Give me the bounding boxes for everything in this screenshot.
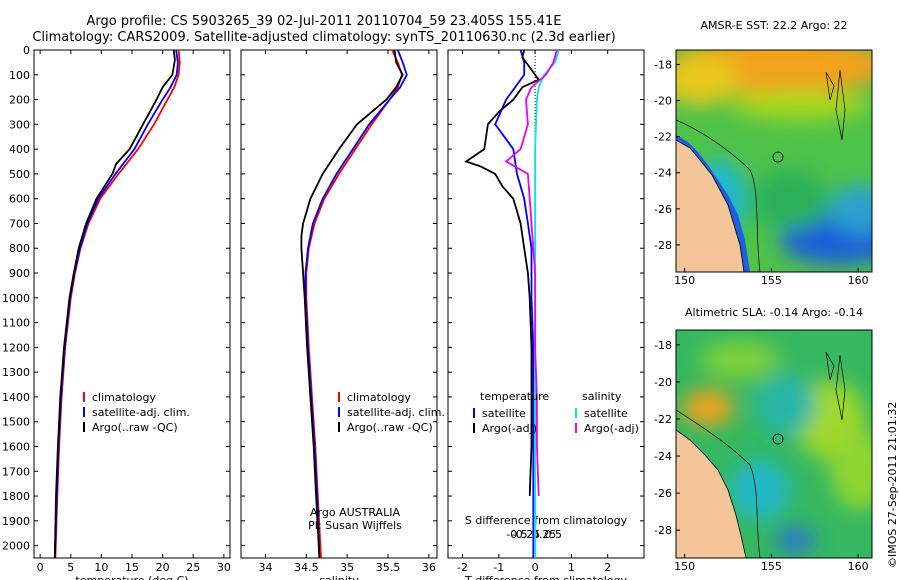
- s-diff-tick-label: 0.5: [545, 528, 563, 541]
- map-y-tick-label: -18: [654, 58, 672, 71]
- y-tick-label: 700: [9, 217, 30, 230]
- x-tick-label: 25: [186, 561, 200, 574]
- y-tick-label: 100: [9, 69, 30, 82]
- sla-map: [676, 330, 872, 558]
- map-x-tick-label: 160: [848, 274, 869, 287]
- map-x-tick-label: 160: [848, 560, 869, 573]
- map-y-tick-label: -20: [654, 95, 672, 108]
- map-x-tick-label: 150: [674, 560, 695, 573]
- x-tick-label: 15: [125, 561, 139, 574]
- map-x-tick-label: 150: [674, 274, 695, 287]
- salinity-panel-frame: [240, 49, 438, 559]
- legend-label: satellite: [584, 407, 628, 420]
- s-diff-axis-label: S difference from climatology: [465, 514, 628, 527]
- legend-label: satellite: [482, 407, 526, 420]
- map-y-tick-label: -22: [654, 131, 672, 144]
- series-line-argo-adj-: [464, 49, 541, 497]
- difference-panel-frame: [447, 49, 645, 559]
- x-axis-label: temperature (deg C): [75, 574, 188, 580]
- y-tick-label: 1000: [2, 292, 30, 305]
- map-x-tick-label: 155: [761, 560, 782, 573]
- map-y-tick-label: -26: [654, 203, 672, 216]
- map-y-tick-label: -22: [654, 413, 672, 426]
- map-y-tick-label: -28: [654, 239, 672, 252]
- x-axis-label: T difference from climatology: [464, 574, 627, 580]
- y-tick-label: 300: [9, 118, 30, 131]
- sla-map-frame: [675, 329, 873, 559]
- x-tick-label: 10: [94, 561, 108, 574]
- legend-title-temperature: temperature: [480, 390, 549, 403]
- temperature-panel-frame: [33, 49, 231, 559]
- series-line-argo-adj-: [504, 49, 558, 497]
- y-tick-label: 400: [9, 143, 30, 156]
- x-tick-label: 1: [568, 561, 575, 574]
- y-tick-label: 600: [9, 193, 30, 206]
- x-tick-label: 36: [422, 561, 436, 574]
- figure-title-line2: Climatology: CARS2009. Satellite-adjuste…: [32, 30, 616, 45]
- legend-title-salinity: salinity: [582, 390, 622, 403]
- series-line-argo-raw-qc-: [300, 49, 404, 559]
- map-y-tick-label: -28: [654, 524, 672, 537]
- sla-map-title: Altimetric SLA: -0.14 Argo: -0.14: [685, 306, 863, 319]
- y-tick-label: 1200: [2, 341, 30, 354]
- panel-annotation: PI: Susan Wijffels: [308, 519, 402, 532]
- x-axis-label: salinity: [319, 574, 359, 580]
- y-tick-label: 1600: [2, 440, 30, 453]
- sst-map-frame: [675, 49, 873, 273]
- y-tick-label: 800: [9, 242, 30, 255]
- map-y-tick-label: -24: [654, 167, 672, 180]
- series-line-satellite: [494, 49, 535, 558]
- legend-label: satellite-adj. clim.: [92, 406, 190, 419]
- y-tick-label: 2000: [2, 540, 30, 553]
- y-tick-label: 1900: [2, 515, 30, 528]
- y-tick-label: 1700: [2, 465, 30, 478]
- y-tick-label: 1800: [2, 490, 30, 503]
- x-tick-label: 0: [532, 561, 539, 574]
- panel-annotation: Argo AUSTRALIA: [310, 506, 400, 519]
- legend-label: climatology: [92, 391, 156, 404]
- legend-label: Argo(..raw -QC): [92, 421, 178, 434]
- x-tick-label: 0: [37, 561, 44, 574]
- x-tick-label: -2: [457, 561, 468, 574]
- x-tick-label: 35: [340, 561, 354, 574]
- x-tick-label: 2: [604, 561, 611, 574]
- y-tick-label: 1500: [2, 416, 30, 429]
- map-y-tick-label: -26: [654, 487, 672, 500]
- map-y-tick-label: -24: [654, 450, 672, 463]
- y-tick-label: 1400: [2, 391, 30, 404]
- sst-map-title: AMSR-E SST: 22.2 Argo: 22: [700, 19, 848, 32]
- legend-label: Argo(-adj): [584, 422, 639, 435]
- map-x-tick-label: 155: [761, 274, 782, 287]
- y-tick-label: 1100: [2, 317, 30, 330]
- legend-label: climatology: [347, 391, 411, 404]
- figure-title-line1: Argo profile: CS 5903265_39 02-Jul-2011 …: [86, 14, 562, 29]
- x-tick-label: 34.5: [294, 561, 319, 574]
- s-diff-tick-label: 0.25: [532, 528, 557, 541]
- x-tick-label: 35.5: [376, 561, 401, 574]
- map-y-tick-label: -20: [654, 376, 672, 389]
- legend-label: satellite-adj. clim.: [347, 406, 445, 419]
- series-line-argo-raw-qc-: [53, 49, 176, 559]
- sst-map: [676, 50, 872, 272]
- x-tick-label: -1: [493, 561, 504, 574]
- y-tick-label: 900: [9, 267, 30, 280]
- x-tick-label: 20: [156, 561, 170, 574]
- legend-label: Argo(..raw -QC): [347, 421, 433, 434]
- x-tick-label: 30: [217, 561, 231, 574]
- s-diff-tick-label: -0.5: [506, 528, 527, 541]
- legend-label: Argo(-adj): [482, 422, 537, 435]
- x-tick-label: 5: [67, 561, 74, 574]
- y-tick-label: 200: [9, 94, 30, 107]
- y-tick-label: 1300: [2, 366, 30, 379]
- x-tick-label: 34: [259, 561, 273, 574]
- y-tick-label: 500: [9, 168, 30, 181]
- map-y-tick-label: -18: [654, 339, 672, 352]
- y-tick-label: 0: [23, 44, 30, 57]
